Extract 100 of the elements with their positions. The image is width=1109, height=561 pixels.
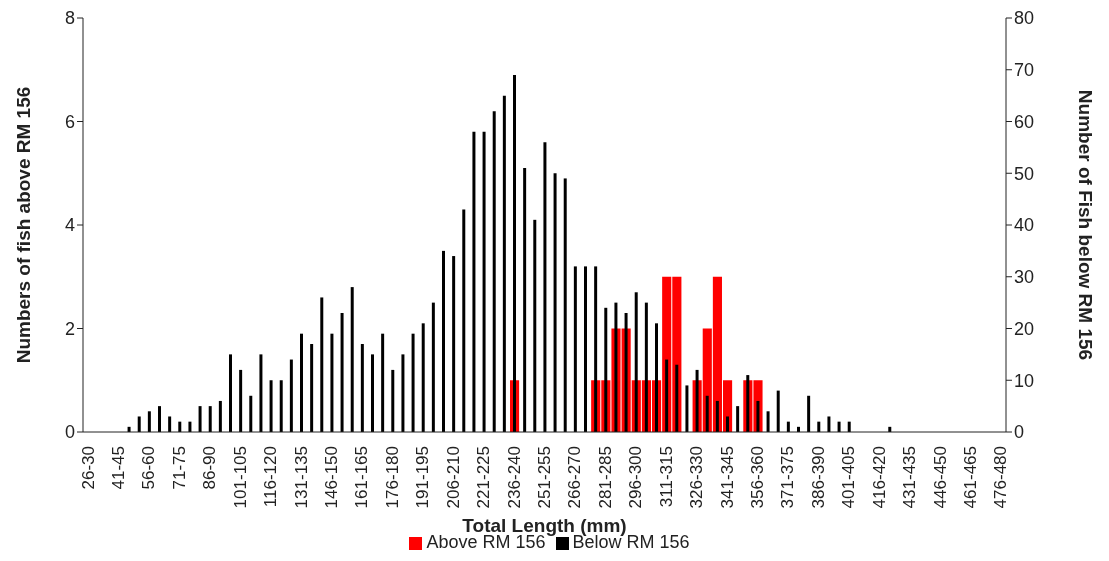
x-tick-label: 101-105 (230, 446, 250, 509)
bar (827, 416, 831, 432)
x-tick-label: 281-285 (595, 446, 615, 509)
x-tick-label: 206-210 (443, 446, 463, 509)
bar (492, 111, 496, 432)
x-tick-label: 41-45 (109, 446, 128, 490)
bar (300, 333, 303, 432)
bar (807, 395, 811, 432)
x-tick-label: 221-225 (474, 446, 494, 509)
y2-tick-label: 0 (1014, 422, 1025, 443)
bar (330, 333, 334, 432)
x-tick-label: 56-60 (139, 446, 159, 490)
x-tick-label: 401-405 (839, 446, 859, 509)
y-tick-label: 6 (64, 111, 75, 132)
bar (685, 385, 689, 432)
bar (137, 416, 141, 432)
bar (208, 406, 212, 432)
bar (452, 256, 456, 432)
y2-tick-label: 20 (1014, 318, 1035, 339)
y2-axis-title: Number of Fish below RM 156 (1075, 89, 1097, 361)
y2-tick-label: 70 (1014, 60, 1035, 81)
x-tick-label: 386-390 (808, 446, 828, 509)
bar (756, 400, 760, 432)
x-tick-label: 461-465 (961, 446, 980, 509)
x-tick-label: 161-165 (352, 446, 372, 509)
bar (371, 354, 374, 432)
y2-tick-label: 40 (1014, 215, 1035, 236)
x-tick-label: 326-330 (687, 446, 707, 509)
bar (279, 380, 283, 432)
bar (229, 354, 232, 432)
x-tick-label: 26-30 (78, 446, 98, 490)
bar (249, 395, 253, 432)
y2-tick-label: 80 (1014, 8, 1035, 29)
bar (533, 219, 537, 432)
x-tick-label: 146-150 (322, 446, 341, 509)
bar (320, 297, 324, 432)
bar (147, 411, 151, 432)
bar (715, 400, 719, 432)
x-tick-label: 446-450 (930, 446, 950, 509)
y-tick-label: 0 (64, 422, 75, 443)
x-tick-label: 296-300 (626, 446, 646, 509)
y2-tick-label: 60 (1014, 111, 1035, 132)
y-axis-title: Numbers of fish above RM 156 (12, 86, 34, 364)
bar (360, 344, 364, 432)
x-tick-label: 476-480 (991, 446, 1011, 509)
bar (584, 266, 587, 432)
bar (411, 333, 415, 432)
x-tick-label: 176-180 (382, 446, 402, 509)
x-tick-label: 416-420 (869, 446, 889, 509)
bar (391, 369, 395, 432)
x-tick-label: 251-255 (535, 446, 554, 509)
bar (675, 364, 679, 432)
bar (168, 416, 172, 432)
bar (421, 323, 425, 432)
y-tick-label: 4 (64, 215, 75, 236)
x-tick-label: 71-75 (169, 446, 189, 490)
bar (259, 354, 263, 432)
x-tick-label: 131-135 (291, 446, 311, 509)
bar (502, 95, 506, 432)
bar (350, 287, 354, 432)
bar (269, 380, 273, 432)
bar (766, 411, 770, 432)
x-tick-label: 236-240 (504, 446, 524, 509)
bar (573, 266, 577, 432)
bar (289, 359, 293, 432)
bar (401, 354, 405, 432)
y2-tick-label: 30 (1014, 267, 1035, 288)
x-tick-label: 116-120 (261, 446, 281, 508)
x-tick-label: 311-315 (656, 446, 676, 508)
x-tick-label: 266-270 (565, 446, 585, 509)
bar (431, 302, 435, 432)
x-tick-label: 371-375 (778, 446, 798, 509)
bar (239, 369, 243, 432)
bar (543, 142, 547, 432)
bar (381, 333, 385, 432)
x-tick-label: 356-360 (748, 446, 767, 509)
x-tick-label: 191-195 (413, 446, 433, 509)
bar (472, 131, 476, 432)
bar (310, 344, 314, 432)
bar (776, 390, 780, 432)
x-tick-label: 431-435 (900, 446, 920, 509)
x-tick-label: 86-90 (200, 446, 220, 490)
y-tick-label: 2 (64, 318, 75, 339)
bar (553, 173, 557, 432)
y2-tick-label: 10 (1014, 370, 1035, 391)
bar (736, 406, 740, 432)
bar (665, 359, 669, 432)
x-tick-label: 341-345 (717, 446, 737, 509)
bar (563, 178, 567, 432)
bar (705, 395, 709, 432)
y-tick-label: 8 (64, 8, 75, 29)
bar (198, 406, 202, 432)
bar (726, 416, 729, 432)
bar (218, 400, 222, 432)
bar (340, 312, 344, 432)
bar (158, 406, 161, 432)
bar (442, 250, 445, 432)
bar (462, 209, 466, 432)
y2-tick-label: 50 (1014, 163, 1035, 184)
bar (523, 168, 527, 432)
